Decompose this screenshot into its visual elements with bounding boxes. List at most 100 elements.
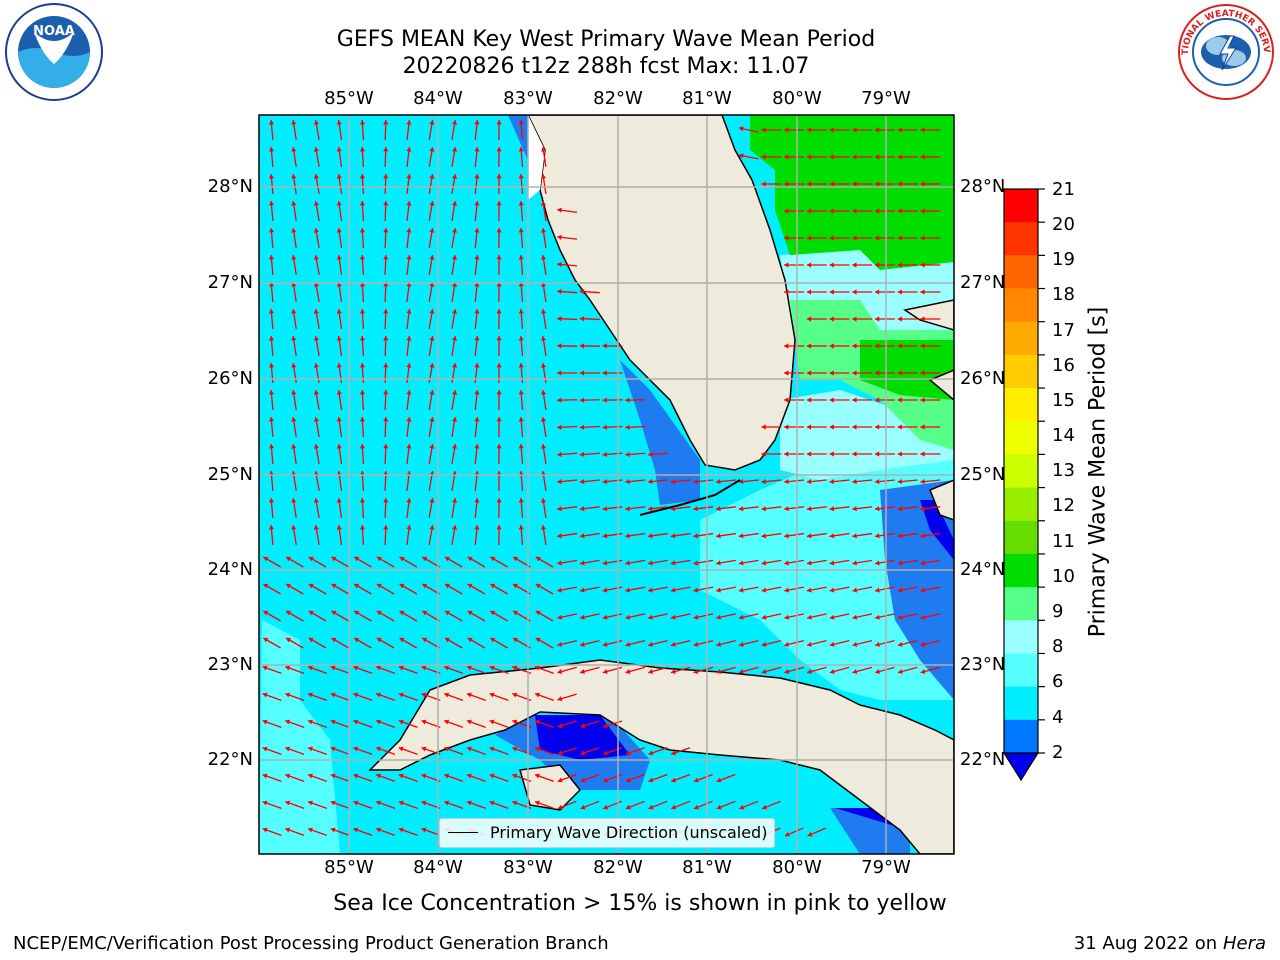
wave-direction-arrowhead	[540, 525, 547, 530]
wave-direction-arrowhead	[331, 610, 337, 616]
wave-direction-arrowhead	[716, 614, 721, 620]
wave-direction-arrowhead	[336, 363, 342, 368]
wave-direction-arrowhead	[268, 390, 275, 395]
map-gridlines	[259, 115, 954, 854]
wave-direction-arrowhead	[625, 478, 630, 485]
wave-direction-arrowhead	[694, 804, 699, 810]
wave-direction-arrowhead	[648, 804, 654, 810]
lon-label-top: 85°W	[324, 88, 374, 109]
wave-direction-arrowhead	[557, 668, 563, 674]
wave-direction-arrowhead	[580, 777, 586, 783]
wave-direction-arrowhead	[806, 262, 812, 268]
wave-direction-arrowhead	[806, 235, 812, 241]
sea-ice-note: Sea Ice Concentration > 15% is shown in …	[333, 891, 947, 916]
wave-direction-arrowhead	[852, 614, 858, 620]
wave-direction-arrowhead	[829, 478, 835, 485]
wave-direction-arrowhead	[474, 174, 480, 179]
wave-direction-arrowhead	[308, 637, 314, 643]
wave-direction-arrowhead	[336, 444, 342, 449]
wave-direction-arrowhead	[829, 181, 834, 187]
wave-direction-arrowhead	[496, 174, 502, 179]
wave-direction-arrowhead	[512, 719, 518, 725]
wave-direction-arrowhead	[579, 478, 585, 485]
wave-direction-arrowhead	[580, 668, 585, 674]
wave-direction-arrowhead	[330, 665, 336, 671]
wave-direction-arrowhead	[330, 746, 336, 752]
wave-direction-arrowhead	[602, 397, 607, 403]
wave-direction-arrowhead	[336, 525, 342, 530]
wave-direction-arrowhead	[444, 692, 450, 698]
wave-direction-arrowhead	[535, 692, 540, 698]
wave-direction-arrowhead	[474, 228, 480, 233]
wave-direction-arrowhead	[336, 174, 342, 179]
wave-direction-arrowhead	[807, 668, 812, 674]
wave-direction-arrowhead	[406, 417, 412, 422]
wave-direction-arrowhead	[693, 587, 699, 593]
wave-direction-arrowhead	[518, 498, 524, 503]
wave-direction-arrowhead	[474, 309, 480, 314]
wave-direction-arrowhead	[829, 154, 834, 160]
wave-direction-arrowhead	[920, 343, 925, 349]
lon-label-top: 83°W	[503, 88, 553, 109]
wave-direction-arrowhead	[829, 127, 834, 133]
lat-label-right: 22°N	[960, 749, 1006, 770]
grand-bahama-land	[903, 299, 954, 331]
wave-direction-arrowhead	[535, 610, 541, 616]
wave-direction-arrowhead	[738, 478, 744, 485]
period-2-4-region-florida-bay	[620, 360, 700, 505]
wave-direction-arrowhead	[313, 282, 319, 287]
wave-direction-arrowhead	[920, 154, 925, 160]
wave-direction-arrowhead	[512, 665, 518, 671]
wave-direction-arrowhead	[496, 228, 502, 233]
colorbar-tick-label: 8	[1052, 636, 1064, 657]
wave-direction-arrowhead	[535, 637, 541, 643]
wave-direction-arrowhead	[806, 316, 812, 322]
wave-direction-arrowhead	[268, 363, 275, 368]
wave-direction-arrowhead	[852, 343, 857, 349]
wave-direction-arrowhead	[383, 444, 389, 449]
wave-direction-arrowhead	[897, 641, 903, 647]
wave-direction-arrowhead	[359, 498, 366, 503]
wave-direction-arrowhead	[285, 665, 291, 671]
wave-direction-arrowhead	[716, 777, 722, 783]
wave-direction-arrowhead	[535, 665, 540, 671]
wave-direction-arrowhead	[602, 723, 608, 729]
colorbar	[1002, 188, 1045, 782]
wave-direction-arrowhead	[716, 587, 721, 593]
wave-direction-arrowhead	[920, 451, 925, 457]
wave-direction-arrowhead	[897, 587, 903, 593]
wave-direction-arrowhead	[383, 147, 389, 152]
wave-direction-arrowhead	[874, 154, 880, 160]
wave-direction-arrowhead	[784, 506, 789, 512]
wave-direction-arrowhead	[647, 506, 653, 512]
wave-direction-arrowhead	[671, 804, 677, 810]
wave-direction-arrowhead	[518, 201, 524, 206]
wave-direction-arrowhead	[496, 498, 502, 503]
wave-direction-arrowhead	[738, 126, 744, 132]
wave-direction-arrowhead	[444, 719, 450, 725]
wave-direction-arrowhead	[354, 556, 360, 562]
wave-direction-arrowhead	[540, 336, 547, 341]
wave-direction-arrowhead	[579, 343, 585, 349]
wave-direction-arrowhead	[806, 181, 812, 187]
wave-direction-arrowhead	[429, 336, 435, 341]
wave-direction-arrowhead	[313, 147, 319, 152]
wave-direction-arrowhead	[376, 746, 382, 752]
wave-direction-arrowhead	[540, 363, 547, 368]
nws-logo: NATIONAL WEATHER SERVICE	[1172, 0, 1276, 106]
wave-direction-arrowhead	[467, 637, 473, 643]
lon-label-bottom: 79°W	[861, 857, 911, 878]
wave-direction-arrowhead	[398, 800, 404, 806]
wave-direction-arrowhead	[852, 181, 857, 187]
wave-direction-arrowhead	[625, 506, 630, 512]
wave-direction-arrowhead	[429, 444, 435, 449]
wave-direction-arrowhead	[518, 444, 524, 449]
wave-direction-arrowhead	[331, 637, 337, 643]
wave-direction-arrowhead	[451, 255, 458, 260]
colorbar-frame	[1003, 188, 1039, 754]
wave-direction-arrowhead	[535, 556, 541, 562]
wave-direction-arrowhead	[444, 800, 450, 806]
wave-direction-arrowhead	[466, 773, 472, 779]
wave-direction-arrowhead	[518, 417, 524, 422]
